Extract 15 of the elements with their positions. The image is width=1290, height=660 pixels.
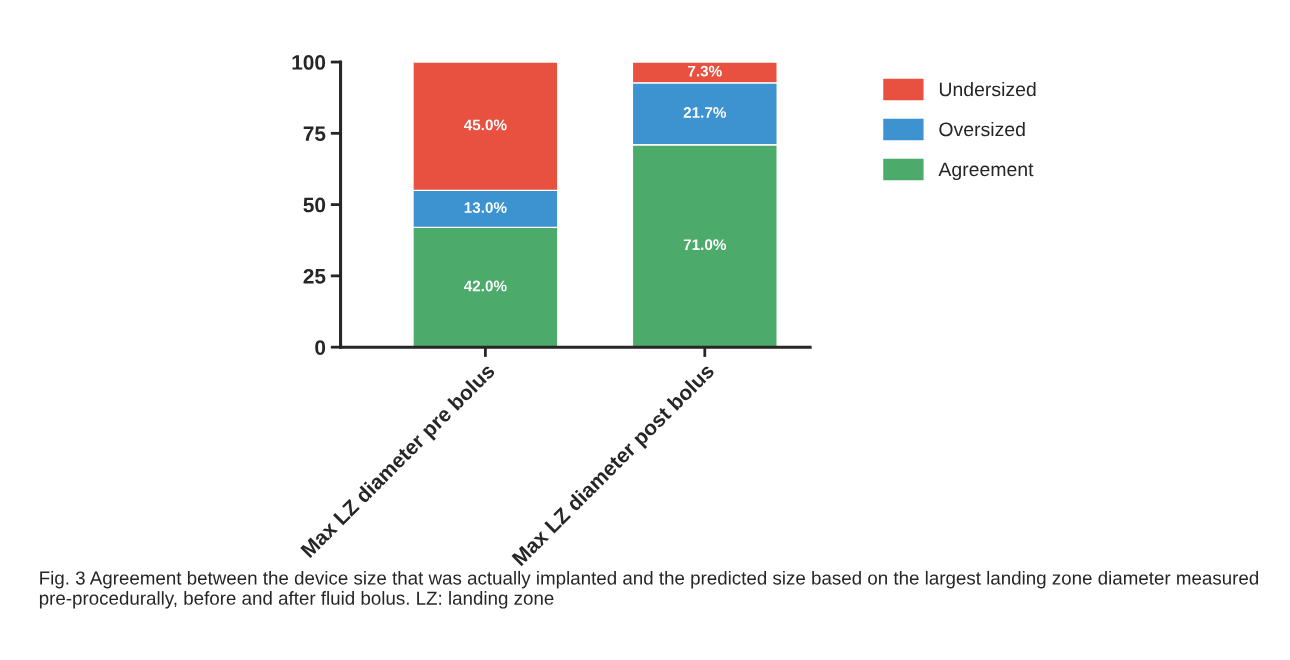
- data-label: 13.0%: [464, 202, 507, 213]
- y-tick-label: 100: [292, 55, 326, 70]
- y-tick-label: 25: [303, 268, 326, 284]
- legend-label: Undersized: [939, 81, 1036, 97]
- y-tick-label: 0: [315, 340, 326, 355]
- data-label: 7.3%: [688, 65, 722, 77]
- data-label: 21.7%: [683, 107, 727, 118]
- caption: Fig. 3 Agreement between the device size that was actually implanted and the predicted size based on the largest landing zone diameter measured pre-procedurally, before and after fluid bolus. LZ: landing zone: [39, 570, 1259, 609]
- legend-label: Oversized: [939, 121, 1025, 137]
- y-tick-label: 75: [303, 126, 326, 142]
- data-label: 42.0%: [463, 280, 507, 292]
- data-label: 45.0%: [463, 119, 507, 131]
- data-label: 71.0%: [683, 239, 727, 251]
- legend-label: Agreement: [938, 162, 1034, 181]
- y-tick-label: 50: [303, 197, 326, 213]
